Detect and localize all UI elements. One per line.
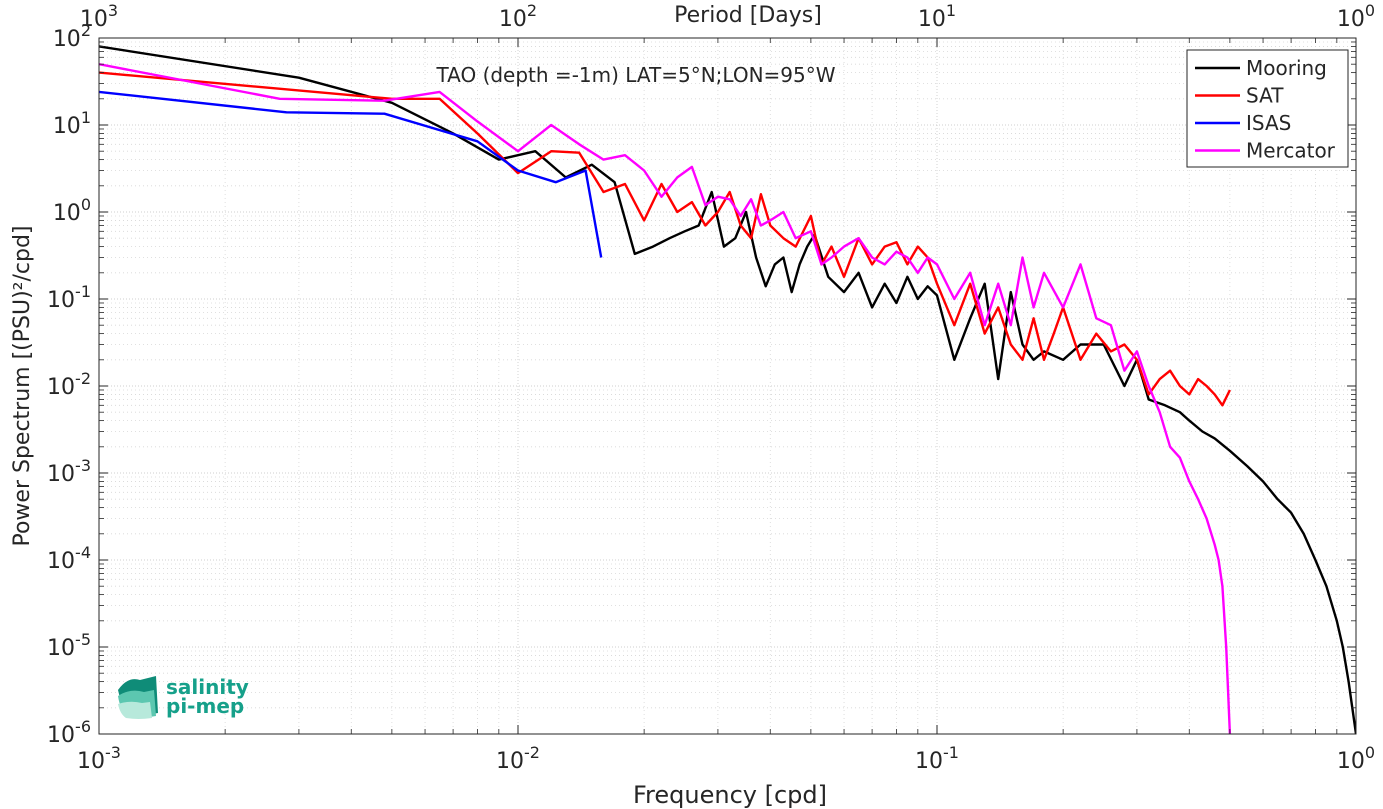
legend-label-sat: SAT <box>1246 84 1284 108</box>
y-tick-label: 100 <box>53 195 91 226</box>
top-tick-label: 102 <box>499 1 537 32</box>
logo-text-line1: salinity <box>166 675 249 699</box>
y-tick-label: 10-1 <box>47 282 91 313</box>
series-line-mercator <box>99 63 1232 734</box>
y-tick-label: 10-6 <box>47 717 91 748</box>
logo-text-line2: pi-mep <box>166 694 244 718</box>
top-tick-label: 100 <box>1337 1 1375 32</box>
y-tick-label: 10-5 <box>47 630 91 661</box>
legend-label-isas: ISAS <box>1246 111 1291 135</box>
legend-label-mooring: Mooring <box>1246 56 1327 80</box>
tick-marks <box>98 37 1357 735</box>
salinity-pi-mep-logo: salinity pi-mep <box>118 675 249 719</box>
series-line-isas <box>99 90 603 258</box>
y-tick-label: 102 <box>53 21 91 52</box>
chart-title: TAO (depth =-1m) LAT=5°N;LON=95°W <box>435 63 835 87</box>
top-tick-label: 101 <box>918 1 956 32</box>
series-line-sat <box>99 71 1231 407</box>
legend: Mooring SAT ISAS Mercator <box>1186 49 1349 168</box>
legend-box <box>1186 49 1349 168</box>
logo-mark-front <box>118 701 152 719</box>
series-line-mooring <box>99 45 1356 734</box>
top-axis-label: Period [Days] <box>674 3 822 28</box>
top-tick-label: 103 <box>80 1 118 32</box>
y-tick-label: 101 <box>53 108 91 139</box>
y-tick-label: 10-4 <box>47 543 91 574</box>
legend-items: Mooring SAT ISAS Mercator <box>1195 56 1336 163</box>
y-tick-label: 10-2 <box>47 369 91 400</box>
x-tick-label: 10-2 <box>496 743 540 774</box>
y-tick-label: 10-3 <box>47 456 91 487</box>
series-layer <box>99 45 1356 734</box>
y-axis-label: Power Spectrum [(PSU)²/cpd] <box>10 225 35 546</box>
x-tick-label: 10-3 <box>77 743 121 774</box>
x-axis-label: Frequency [cpd] <box>633 781 827 809</box>
x-tick-label: 100 <box>1337 743 1375 774</box>
legend-label-mercator: Mercator <box>1246 139 1336 163</box>
x-tick-label: 10-1 <box>915 743 959 774</box>
